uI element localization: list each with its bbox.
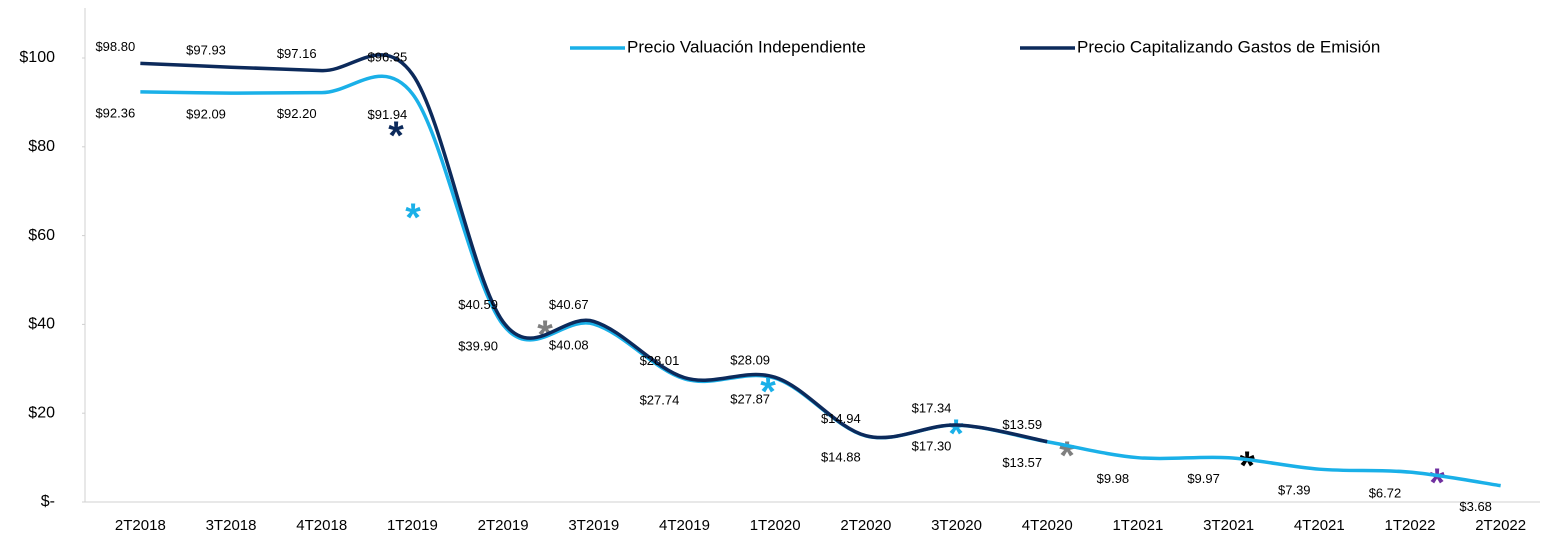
- asterisk: *: [1429, 461, 1445, 505]
- data-label: $92.36: [95, 105, 135, 120]
- data-label: $9.98: [1097, 471, 1130, 486]
- x-tick-label: 3T2019: [568, 517, 619, 534]
- x-tick-label: 1T2022: [1385, 517, 1436, 534]
- data-label: $7.39: [1278, 483, 1311, 498]
- x-tick-label: 4T2021: [1294, 517, 1345, 534]
- asterisk: *: [760, 370, 776, 414]
- x-tick-label: 2T2022: [1475, 517, 1526, 534]
- x-tick-label: 2T2019: [478, 517, 529, 534]
- data-label: $13.59: [1002, 417, 1042, 432]
- data-label: $92.09: [186, 107, 226, 122]
- legend-label: Precio Capitalizando Gastos de Emisión: [1077, 37, 1380, 56]
- x-tick-label: 2T2018: [115, 517, 166, 534]
- y-tick-label: $40: [28, 316, 55, 333]
- x-tick-label: 1T2019: [387, 517, 438, 534]
- legend-label: Precio Valuación Independiente: [627, 37, 866, 56]
- data-label: $28.09: [730, 353, 770, 368]
- data-label: $14.88: [821, 449, 861, 464]
- data-label: $97.93: [186, 43, 226, 58]
- series-line: [140, 53, 1048, 444]
- y-tick-label: $20: [28, 404, 55, 421]
- x-tick-label: 4T2019: [659, 517, 710, 534]
- data-label: $17.30: [912, 439, 952, 454]
- asterisk: *: [948, 412, 964, 456]
- x-tick-label: 2T2020: [840, 517, 891, 534]
- data-label: $13.57: [1002, 455, 1042, 470]
- data-label: $6.72: [1369, 486, 1402, 501]
- y-tick-label: $60: [28, 227, 55, 244]
- data-label: $28.01: [640, 353, 680, 368]
- data-label: $40.59: [458, 297, 498, 312]
- data-label: $17.34: [912, 400, 952, 415]
- data-label: $40.67: [549, 297, 589, 312]
- data-label: $98.80: [95, 39, 135, 54]
- data-label: $9.97: [1187, 471, 1220, 486]
- asterisk: *: [405, 196, 421, 240]
- data-label: $3.68: [1459, 499, 1492, 514]
- data-label: $27.87: [730, 392, 770, 407]
- x-tick-label: 4T2018: [296, 517, 347, 534]
- x-tick-label: 3T2020: [931, 517, 982, 534]
- data-label: $39.90: [458, 338, 498, 353]
- asterisk: *: [1239, 444, 1255, 488]
- data-label: $91.94: [368, 107, 408, 122]
- x-tick-label: 1T2021: [1112, 517, 1163, 534]
- data-label: $92.20: [277, 106, 317, 121]
- data-label: $96.35: [368, 50, 408, 65]
- x-tick-label: 3T2021: [1203, 517, 1254, 534]
- x-tick-label: 1T2020: [750, 517, 801, 534]
- y-tick-label: $-: [41, 493, 55, 510]
- data-label: $97.16: [277, 46, 317, 61]
- x-tick-label: 3T2018: [206, 517, 257, 534]
- asterisk: *: [388, 114, 404, 158]
- x-tick-label: 4T2020: [1022, 517, 1073, 534]
- data-label: $40.08: [549, 337, 589, 352]
- data-label: $27.74: [640, 392, 680, 407]
- data-label: $14.94: [821, 411, 861, 426]
- asterisk: *: [1059, 434, 1075, 478]
- y-tick-label: $100: [19, 49, 55, 66]
- y-tick-label: $80: [28, 138, 55, 155]
